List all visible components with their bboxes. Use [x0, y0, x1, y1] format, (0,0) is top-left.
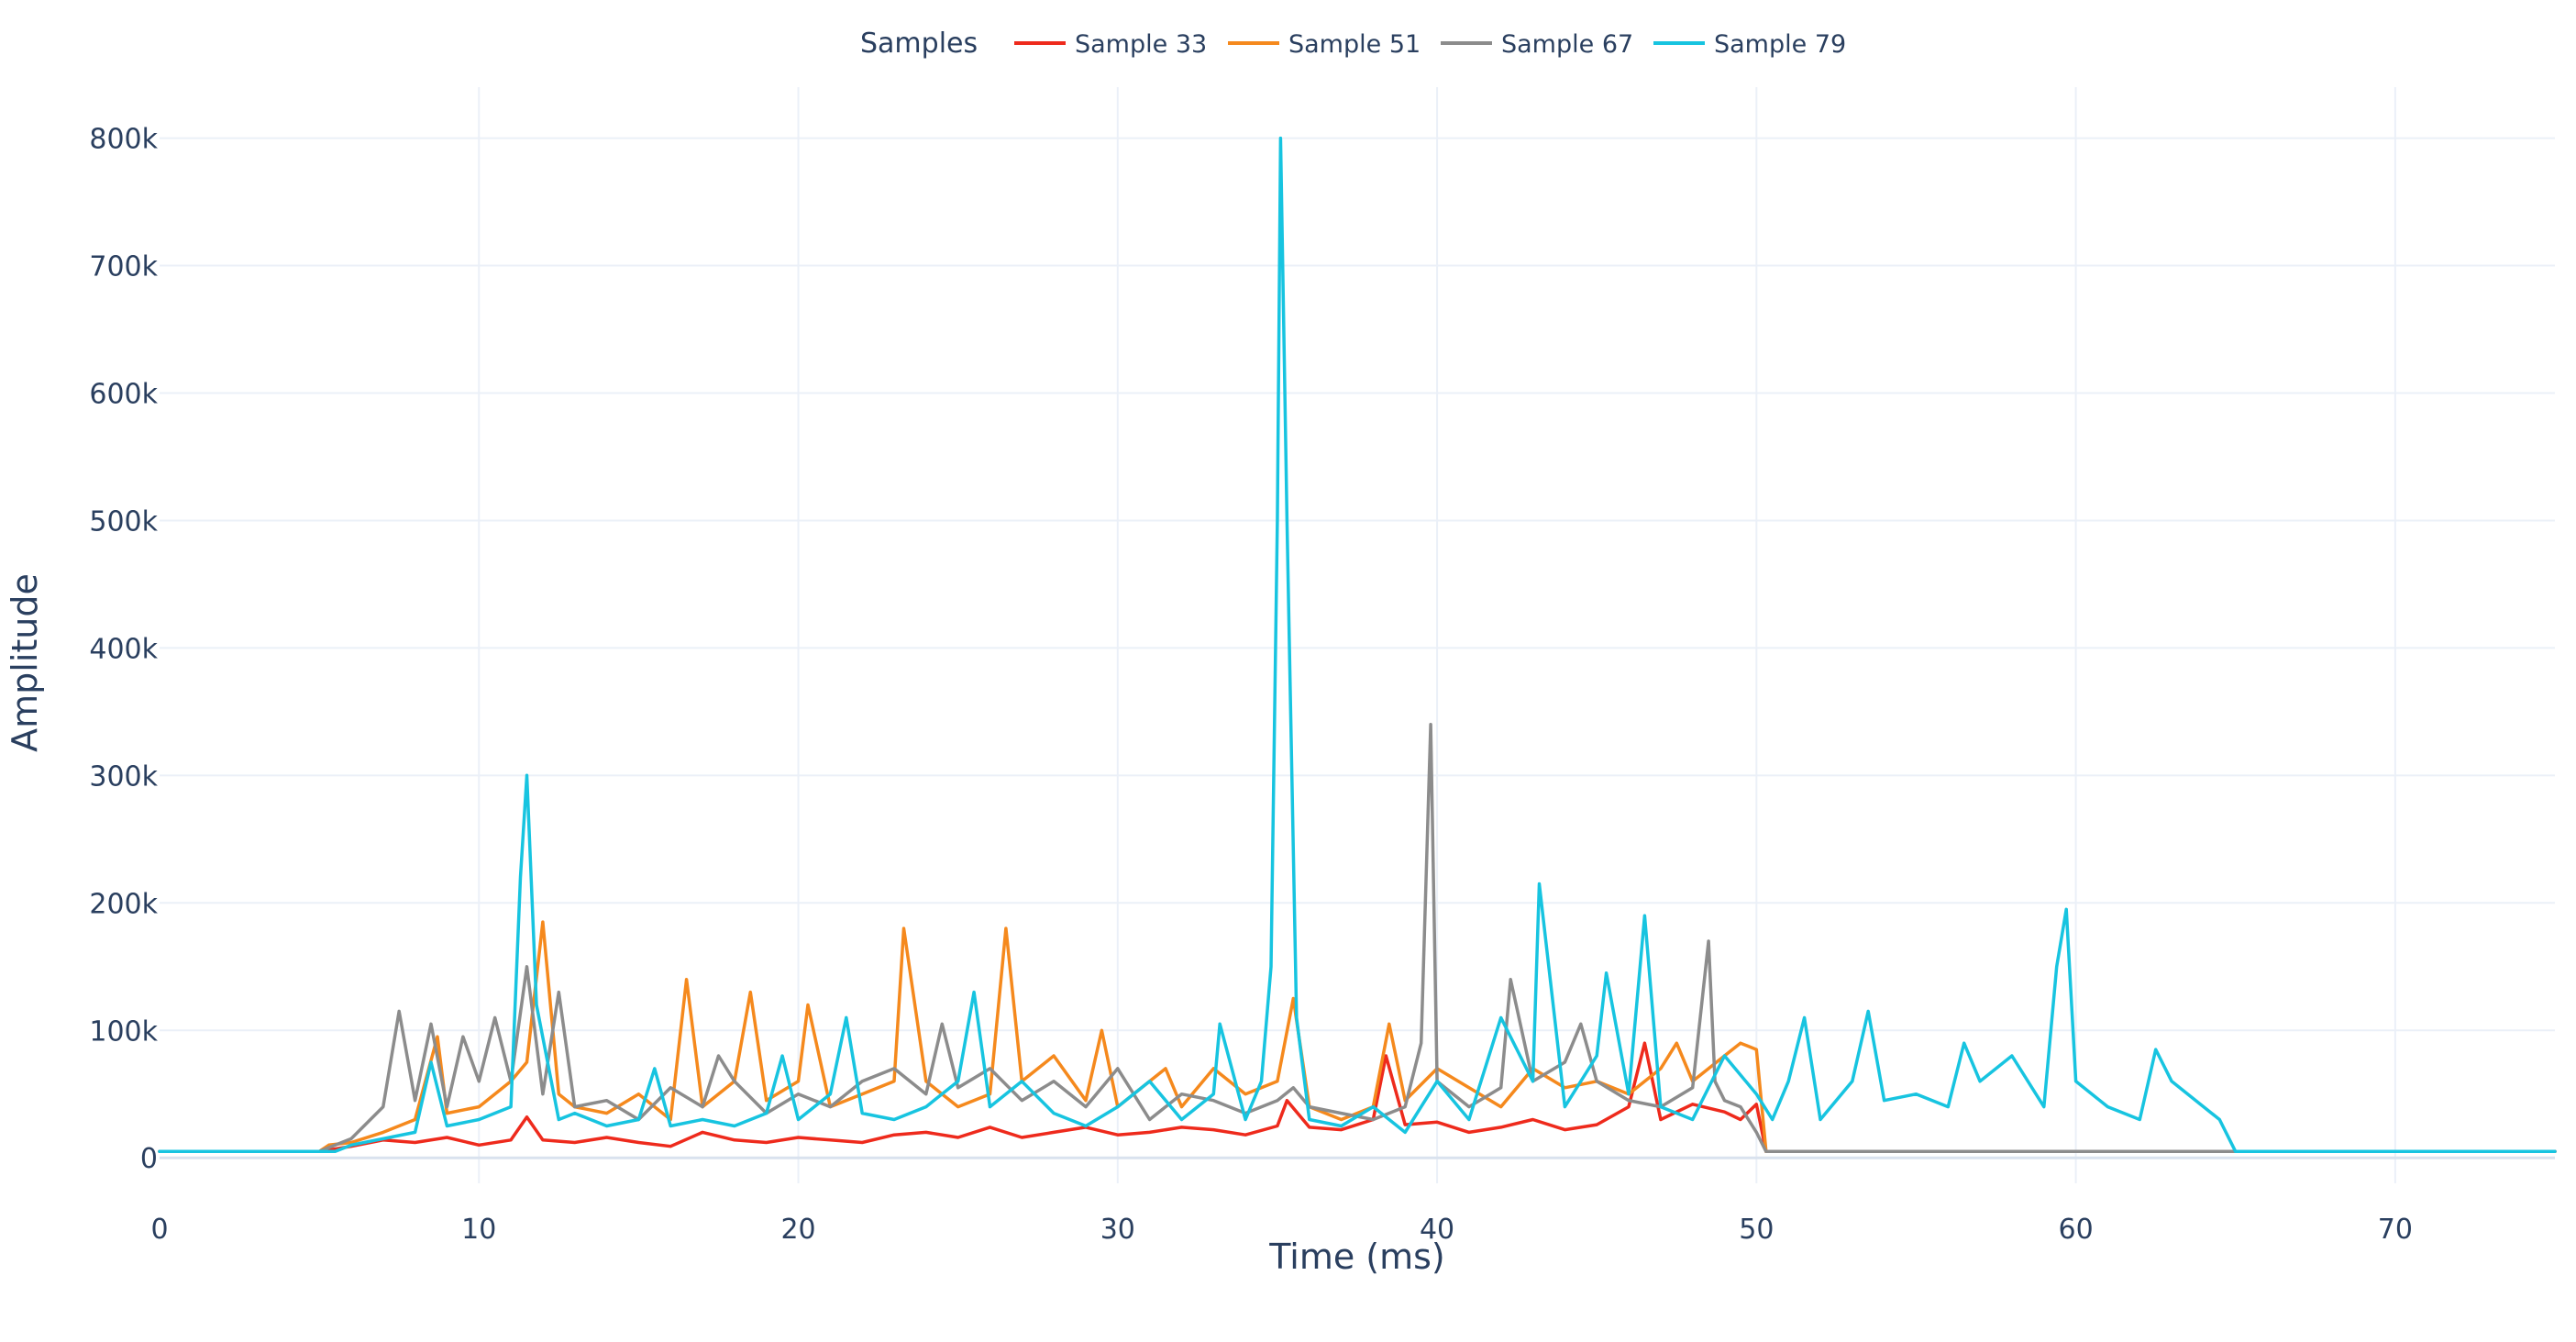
x-tick-label: 60	[2059, 1214, 2094, 1246]
legend-label: Sample 33	[1075, 30, 1207, 59]
y-tick-label: 0	[140, 1143, 158, 1175]
y-tick-label: 500k	[89, 505, 158, 538]
legend-label: Sample 79	[1714, 30, 1846, 59]
x-tick-label: 20	[780, 1214, 815, 1246]
plot-area	[158, 136, 2557, 1154]
x-tick-label: 40	[1420, 1214, 1454, 1246]
y-tick-label: 300k	[89, 760, 158, 793]
legend-item-sample-67[interactable]: Sample 67	[1441, 30, 1633, 59]
x-axis-title: Time (ms)	[1268, 1237, 1445, 1277]
y-tick-label: 400k	[89, 633, 158, 665]
series-line-sample-33[interactable]	[158, 1041, 2557, 1154]
y-axis-title: Amplitude	[5, 573, 45, 752]
legend-item-sample-79[interactable]: Sample 79	[1653, 30, 1846, 59]
y-tick-label: 600k	[89, 378, 158, 410]
legend[interactable]: Samples Sample 33 Sample 51 Sample 67 Sampl…	[860, 28, 1846, 60]
y-tick-label: 100k	[89, 1015, 158, 1048]
x-tick-label: 50	[1739, 1214, 1774, 1246]
axes: 0 10 20 30 40 50 60 70 0 100k 200k 300k 400k 500k 600k…	[89, 124, 2413, 1246]
legend-title: Samples	[860, 28, 978, 60]
y-tick-label: 700k	[89, 251, 158, 283]
legend-item-sample-33[interactable]: Sample 33	[1014, 30, 1207, 59]
legend-item-sample-51[interactable]: Sample 51	[1228, 30, 1421, 59]
grid	[160, 87, 2555, 1183]
legend-label: Sample 51	[1288, 30, 1421, 59]
y-tick-label: 200k	[89, 888, 158, 920]
series-line-sample-67[interactable]	[158, 723, 2557, 1154]
x-tick-label: 10	[461, 1214, 496, 1246]
series-line-sample-79[interactable]	[158, 136, 2557, 1154]
x-tick-label: 30	[1100, 1214, 1135, 1246]
legend-label: Sample 67	[1501, 30, 1633, 59]
x-tick-label: 70	[2378, 1214, 2413, 1246]
x-tick-label: 0	[150, 1214, 168, 1246]
y-tick-label: 800k	[89, 124, 158, 156]
